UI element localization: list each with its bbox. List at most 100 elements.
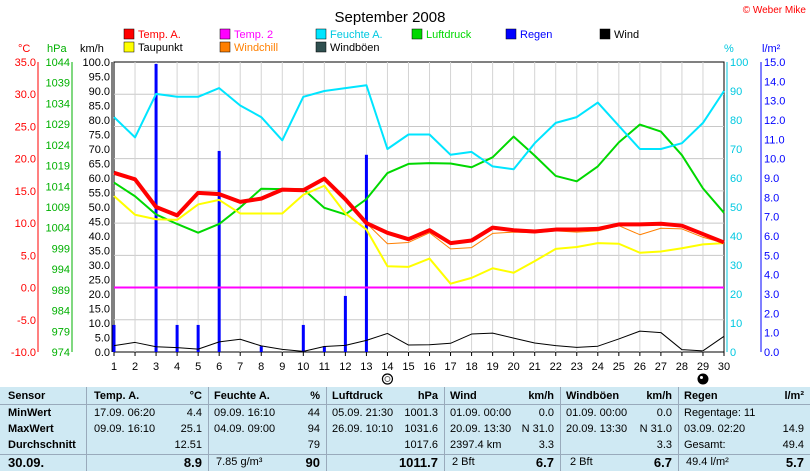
x-tick-label: 19 <box>486 361 498 373</box>
pressure-avg-value: 1017.6 <box>404 439 438 451</box>
rain-tick-label: 7.0 <box>764 212 779 224</box>
rain-bar <box>217 150 221 352</box>
x-tick-label: 7 <box>237 361 243 373</box>
temp-tick-label: 0.0 <box>21 283 36 295</box>
rain-bar <box>175 324 179 352</box>
gust-min-value: 0.0 <box>656 407 672 419</box>
chart-title: September 2008 <box>335 9 446 26</box>
series-lines <box>113 84 725 352</box>
wind-max-date: 20.09. 13:30 <box>450 423 512 435</box>
temp-tick-label: -5.0 <box>17 315 36 327</box>
wind-tick-label: 45.0 <box>89 217 110 229</box>
legend-swatch <box>599 28 611 40</box>
temp-min-date: 17.09. 06:20 <box>94 407 156 419</box>
pressure-tick-label: 989 <box>52 285 70 297</box>
series-line-temp-a <box>113 170 725 246</box>
gust-unit: km/h <box>646 390 672 402</box>
humidity-tick-label: 60 <box>730 173 742 185</box>
rain-tick-label: 13.0 <box>764 96 785 108</box>
pressure-tick-label: 1024 <box>46 140 70 152</box>
x-tick-label: 10 <box>297 361 309 373</box>
pressure-header: Luftdruck <box>332 390 383 402</box>
rain-bar <box>364 154 368 352</box>
copyright-label: © Weber Mike <box>743 5 807 16</box>
temp-tick-label: 30.0 <box>15 89 36 101</box>
new-moon-highlight <box>699 376 703 379</box>
new-moon-icon <box>697 373 709 385</box>
gust-avg-value: 3.3 <box>656 439 672 451</box>
pressure-current-value: 1011.7 <box>398 455 438 470</box>
axis-unit-labels: °C hPa km/h % l/m² <box>18 43 781 55</box>
rain-bar <box>322 346 326 352</box>
wind-current-value: 6.7 <box>535 455 554 470</box>
wind-avg-value: 3.3 <box>538 439 554 451</box>
pressure-tick-label: 974 <box>52 347 70 359</box>
row-label-min: MinWert <box>8 407 52 419</box>
pressure-min-value: 1001.3 <box>404 407 438 419</box>
full-moon-icon <box>381 373 394 385</box>
wind-tick-label: 50.0 <box>89 202 110 214</box>
temp-max-date: 09.09. 16:10 <box>94 423 156 435</box>
x-tick-label: 24 <box>592 361 604 373</box>
rain-current-value: 5.7 <box>785 455 804 470</box>
rain-tick-label: 8.0 <box>764 192 779 204</box>
x-tick-label: 27 <box>655 361 667 373</box>
humidity-current-abs: 7.85 g/m³ <box>216 456 263 468</box>
chart-legend: Temp. A. Temp. 2 Feuchte A. Luftdruck Regen W… <box>123 28 639 54</box>
humidity-max-date: 04.09. 09:00 <box>214 423 276 435</box>
row-label-current: 30.09. <box>8 455 45 470</box>
rain-tick-label: 4.0 <box>764 270 779 282</box>
wind-tick-label: 75.0 <box>89 130 110 142</box>
rain-tick-label: 14.0 <box>764 76 785 88</box>
wind-max-value: N 31.0 <box>521 423 554 435</box>
wind-header: Wind <box>450 390 477 402</box>
x-tick-label: 21 <box>529 361 541 373</box>
series-line-wind <box>113 330 725 352</box>
row-label-max: MaxWert <box>8 423 54 435</box>
legend-label: Temp. 2 <box>234 29 273 41</box>
rain-total-label: Gesamt: <box>684 439 726 451</box>
humidity-avg-value: 79 <box>307 439 320 451</box>
legend-swatch <box>411 28 423 40</box>
wind-tick-label: 5.0 <box>95 333 110 345</box>
full-moon-inner <box>384 376 391 382</box>
wind-tick-label: 55.0 <box>89 188 110 200</box>
rain-unit-label: l/m² <box>762 43 781 55</box>
gust-min-date: 01.09. 00:00 <box>566 407 628 419</box>
legend-label: Windböen <box>330 42 380 54</box>
temp-tick-label: 5.0 <box>21 250 36 262</box>
rain-bar <box>259 346 263 352</box>
humidity-tick-label: 70 <box>730 144 742 156</box>
rain-bar <box>301 324 305 352</box>
wind-unit-label: km/h <box>80 43 104 55</box>
pressure-tick-label: 1029 <box>46 119 70 131</box>
rain-tick-label: 11.0 <box>764 134 785 146</box>
x-tick-label: 8 <box>258 361 264 373</box>
row-label-avg: Durchschnitt <box>8 439 76 451</box>
rain-days: Regentage: 11 <box>684 407 756 419</box>
temp-tick-label: 10.0 <box>15 218 36 230</box>
x-tick-label: 16 <box>423 361 435 373</box>
humidity-tick-label: 80 <box>730 115 742 127</box>
rain-tick-label: 10.0 <box>764 154 785 166</box>
legend-swatch <box>505 28 517 40</box>
x-tick-label: 6 <box>216 361 222 373</box>
wind-tick-label: 0.0 <box>95 347 110 359</box>
wind-unit: km/h <box>528 390 554 402</box>
humidity-tick-label: 30 <box>730 260 742 272</box>
pressure-tick-label: 1019 <box>46 161 70 173</box>
wind-tick-label: 95.0 <box>89 72 110 84</box>
legend-label: Regen <box>520 29 552 41</box>
rain-bar <box>112 324 116 352</box>
wind-tick-label: 100.0 <box>82 57 110 69</box>
series-line-feuchte-a <box>113 84 725 171</box>
rain-current-total: 49.4 l/m² <box>686 456 729 468</box>
x-tick-label: 30 <box>718 361 730 373</box>
humidity-unit-label: % <box>724 43 734 55</box>
pressure-tick-label: 1034 <box>46 98 70 110</box>
pressure-tick-label: 1039 <box>46 78 70 90</box>
legend-label: Wind <box>614 29 639 41</box>
rain-unit: l/m² <box>784 390 804 402</box>
x-axis: 1 2 3 4 5 6 7 8 9 10 11 12 13 14 15 16 17 18 19 20 21 22 23 24 2… <box>111 352 730 373</box>
rain-header: Regen <box>684 390 718 402</box>
